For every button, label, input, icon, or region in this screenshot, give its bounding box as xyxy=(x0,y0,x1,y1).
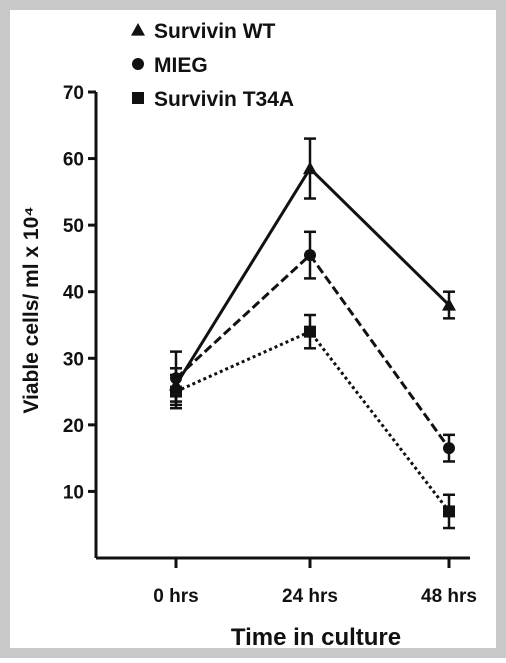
legend-label: MIEG xyxy=(154,54,208,77)
marker-triangle xyxy=(442,298,456,311)
legend-item: Survivin WT xyxy=(131,20,276,43)
y-ticks: 10 20 30 40 50 60 70 xyxy=(63,83,96,503)
marker-square xyxy=(443,505,455,518)
axes xyxy=(94,92,470,560)
legend-item: Survivin T34A xyxy=(132,88,294,111)
marker-circle xyxy=(443,442,455,455)
x-tick-label: 24 hrs xyxy=(282,586,338,607)
x-tick-label: 48 hrs xyxy=(421,586,477,607)
marker-square xyxy=(132,92,144,104)
x-tick-label: 0 hrs xyxy=(153,586,198,607)
plot-area-background xyxy=(10,10,496,648)
legend-label: Survivin T34A xyxy=(154,88,294,111)
x-ticks: 0 hrs 24 hrs 48 hrs xyxy=(153,558,477,607)
series-square xyxy=(170,313,455,530)
y-tick-label: 20 xyxy=(63,416,84,437)
y-tick-label: 40 xyxy=(63,283,84,304)
marker-circle xyxy=(304,249,316,262)
y-tick-label: 50 xyxy=(63,216,84,237)
series-line xyxy=(174,252,451,450)
series-layer xyxy=(169,137,456,530)
legend: Survivin WT MIEG Survivin T34A xyxy=(131,20,294,111)
marker-square xyxy=(304,325,316,338)
y-axis-label: Viable cells/ ml x 10⁴ xyxy=(20,206,43,413)
legend-label: Survivin WT xyxy=(154,20,276,43)
marker-triangle xyxy=(303,161,317,175)
y-tick-label: 10 xyxy=(63,482,84,503)
marker-square xyxy=(170,385,182,398)
marker-circle xyxy=(132,58,144,70)
y-tick-label: 30 xyxy=(63,349,84,370)
legend-item: MIEG xyxy=(132,54,208,77)
marker-triangle xyxy=(131,23,145,36)
y-tick-label: 60 xyxy=(63,150,84,171)
x-axis-label: Time in culture xyxy=(231,624,401,651)
y-tick-label: 70 xyxy=(63,83,84,104)
